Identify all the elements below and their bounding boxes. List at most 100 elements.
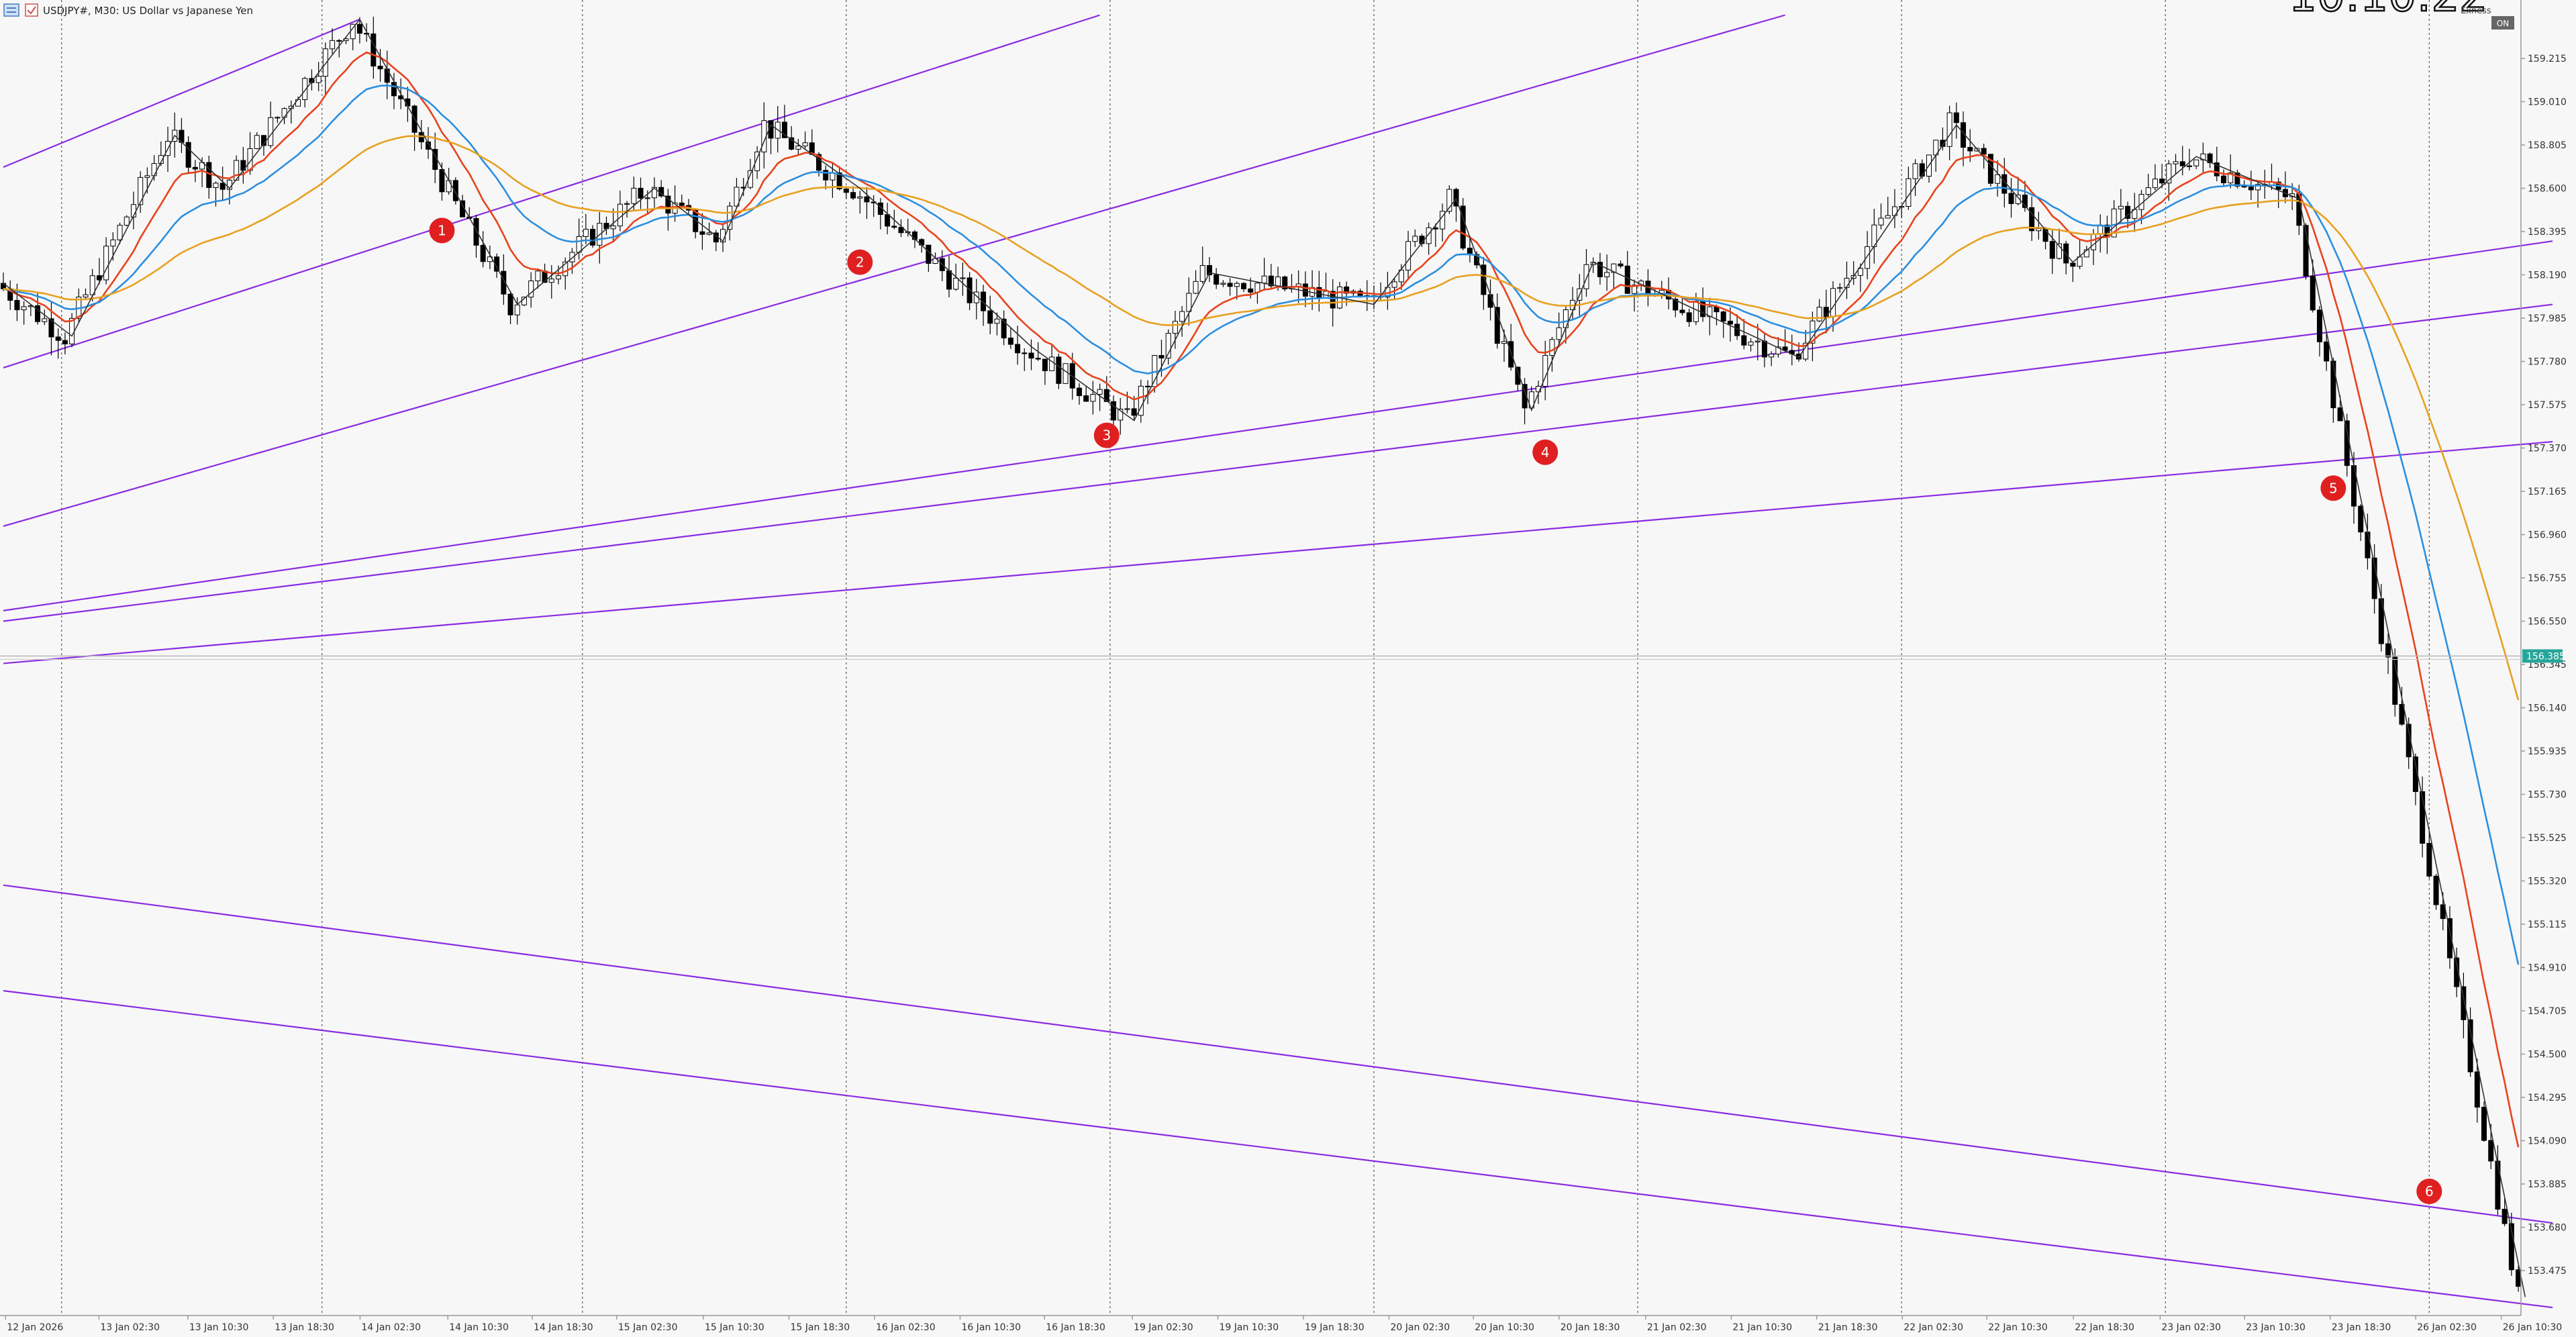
candle-body: [2310, 275, 2316, 311]
price-tick-label: 157.575: [2528, 400, 2567, 411]
one-click-badge-label: ON: [2497, 19, 2509, 28]
candle-body: [1412, 236, 1418, 242]
candle-body: [1707, 306, 1713, 317]
candle-body: [1912, 163, 1918, 179]
candle-body: [1268, 275, 1274, 287]
candle-body: [1103, 389, 1109, 402]
candle-body: [2495, 1160, 2501, 1210]
wave-marker-1: [429, 217, 455, 244]
candle-body: [2179, 161, 2185, 166]
candle-body: [1481, 264, 1487, 295]
price-tick-label: 157.370: [2528, 444, 2567, 454]
candle-body: [192, 166, 198, 170]
candle-body: [1611, 263, 1617, 273]
chart-list-icon[interactable]: [3, 3, 19, 17]
trendline: [3, 14, 1100, 368]
candle-body: [2461, 986, 2467, 1020]
candle-body: [370, 33, 377, 67]
price-axis[interactable]: 159.215 159.010 158.805 158.600 158.395 158.1…: [2520, 0, 2567, 1316]
candle-body: [1460, 205, 1466, 249]
candle-body: [699, 231, 705, 235]
zigzag-indicator: [3, 18, 2526, 1297]
candle-body: [281, 108, 287, 118]
candle-body: [1556, 327, 1562, 340]
candle-body: [1693, 301, 1699, 322]
candle-body: [268, 117, 274, 146]
candle-body: [1405, 241, 1411, 270]
candle-body: [617, 203, 623, 227]
candle-body: [1769, 353, 1775, 358]
candle-body: [2091, 234, 2097, 250]
candle-body: [994, 318, 1000, 324]
candle-body: [356, 23, 362, 34]
price-tick-label: 154.090: [2528, 1136, 2567, 1147]
candle-body: [138, 177, 144, 205]
candle-body: [83, 294, 89, 298]
time-tick-label: 26 Jan 02:30: [2417, 1322, 2477, 1333]
current-price-label: 156.385: [2526, 651, 2565, 662]
candle-body: [1686, 312, 1692, 322]
candle-body: [1302, 283, 1308, 297]
candle-body: [610, 226, 616, 230]
candle-body: [624, 203, 630, 205]
price-tick-label: 158.805: [2528, 140, 2567, 151]
time-tick-label: 26 Jan 10:30: [2503, 1322, 2563, 1333]
time-tick-label: 20 Jan 18:30: [1561, 1322, 1620, 1333]
candle-body: [1158, 355, 1165, 358]
candle-body: [556, 275, 562, 280]
candle-body: [1624, 265, 1630, 294]
candle-body: [1995, 174, 2001, 184]
candle-body: [1446, 189, 1452, 212]
candle-body: [1453, 189, 1459, 207]
candle-body: [1227, 283, 1233, 287]
candle-body: [1775, 346, 1781, 354]
candle-body: [1673, 299, 1679, 311]
candle-body: [2358, 505, 2364, 533]
candle-body: [781, 121, 787, 138]
candle-body: [1597, 262, 1603, 277]
candle-body: [2111, 208, 2117, 238]
price-tick-label: 158.600: [2528, 184, 2567, 195]
checkbox-icon[interactable]: [25, 3, 38, 17]
price-tick-label: 154.705: [2528, 1006, 2567, 1017]
candle-body: [315, 76, 321, 83]
candle-body: [1193, 281, 1199, 294]
time-axis[interactable]: 12 Jan 2026 13 Jan 02:30 13 Jan 10:30 13 Ja…: [0, 1315, 2563, 1333]
time-tick-label: 23 Jan 18:30: [2332, 1322, 2391, 1333]
wave-marker-label-2: 2: [856, 254, 864, 270]
session-separators: [61, 0, 2430, 1316]
candle-body: [2029, 207, 2035, 232]
price-tick-label: 153.680: [2528, 1223, 2567, 1234]
candle-body: [754, 151, 760, 171]
candle-body: [2508, 1223, 2514, 1271]
candle-body: [103, 246, 109, 281]
candle-body: [528, 280, 534, 298]
one-click-badge[interactable]: [2491, 16, 2514, 30]
candle-body: [1186, 293, 1192, 312]
candle-body: [1001, 318, 1007, 339]
candle-body: [1007, 338, 1013, 345]
symbol-title: USDJPY#, M30: US Dollar vs Japanese Yen: [43, 5, 253, 17]
candle-body: [2392, 656, 2398, 705]
trendline: [3, 14, 1785, 527]
price-tick-label: 159.215: [2528, 54, 2567, 64]
candle-body: [2337, 407, 2343, 422]
candle-body: [2440, 904, 2446, 920]
time-tick-label: 20 Jan 10:30: [1475, 1322, 1534, 1333]
wave-marker-label-1: 1: [438, 222, 446, 238]
candle-body: [885, 214, 891, 227]
time-tick-label: 16 Jan 18:30: [1046, 1322, 1105, 1333]
candle-body: [480, 244, 486, 262]
wave-marker-label-6: 6: [2425, 1183, 2434, 1199]
candle-body: [1741, 335, 1747, 346]
candle-body: [446, 180, 452, 193]
wave-marker-4: [1532, 439, 1558, 465]
current-price-line: 156.385: [0, 649, 2565, 663]
price-tick-label: 154.295: [2528, 1093, 2567, 1103]
candle-body: [1330, 291, 1336, 309]
price-tick-label: 157.165: [2528, 487, 2567, 497]
price-tick-label: 158.190: [2528, 270, 2567, 281]
price-tick-label: 155.935: [2528, 746, 2567, 757]
